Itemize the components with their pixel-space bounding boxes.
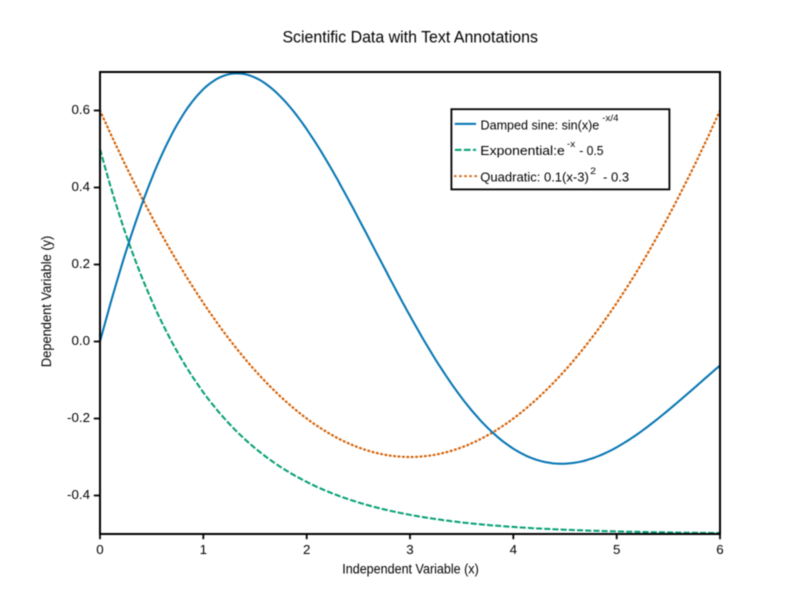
svg-text:- 0.5: - 0.5	[579, 143, 603, 158]
svg-text:0: 0	[96, 542, 103, 557]
svg-text:-x: -x	[567, 139, 576, 150]
svg-text:2: 2	[590, 166, 596, 177]
svg-text:- 0.3: - 0.3	[603, 169, 629, 184]
svg-text:1: 1	[200, 542, 207, 557]
svg-text:-0.4: -0.4	[67, 487, 91, 502]
svg-text:Dependent Variable (y): Dependent Variable (y)	[39, 236, 54, 368]
svg-text:0.6: 0.6	[71, 102, 90, 117]
svg-text:0.0: 0.0	[71, 333, 90, 348]
svg-text:4: 4	[510, 542, 518, 557]
svg-text:0.4: 0.4	[71, 179, 90, 194]
svg-text:6: 6	[716, 542, 723, 557]
svg-text:Exponential:e: Exponential:e	[480, 143, 565, 158]
svg-text:-x/4: -x/4	[602, 113, 619, 124]
svg-text:0.2: 0.2	[71, 256, 90, 271]
svg-text:Scientific Data with Text Anno: Scientific Data with Text Annotations	[282, 28, 538, 47]
svg-text:-0.2: -0.2	[67, 410, 90, 425]
svg-text:Damped sine: sin(x)e: Damped sine: sin(x)e	[481, 117, 600, 132]
svg-text:3: 3	[406, 542, 413, 557]
svg-text:2: 2	[303, 542, 310, 557]
svg-text:Independent Variable (x): Independent Variable (x)	[342, 561, 479, 576]
svg-text:5: 5	[613, 542, 620, 557]
svg-text:Quadratic: 0.1(x-3): Quadratic: 0.1(x-3)	[480, 169, 589, 184]
